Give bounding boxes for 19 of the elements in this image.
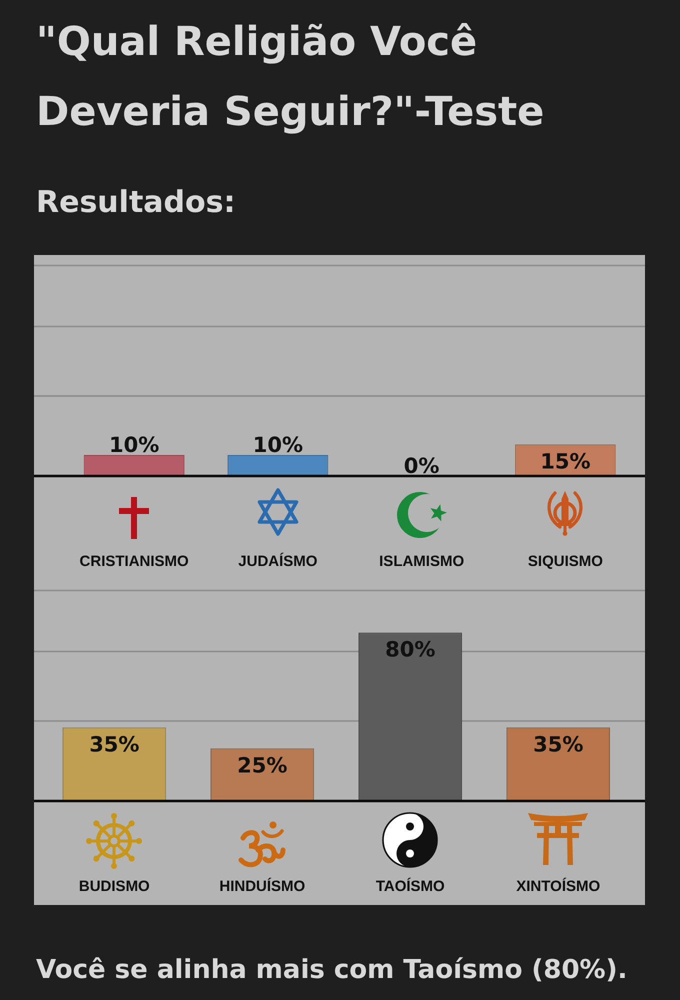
x-tick-label: CRISTIANISMO [80,553,190,570]
x-tick-label: HINDUÍSMO [219,877,306,896]
data-label: 0% [404,454,440,478]
x-tick-label: SIQUISMO [528,553,604,570]
chart-subtitle: Resultados: [36,185,236,222]
data-label: 80% [385,638,436,662]
x-tick-label: TAOÍSMO [376,877,446,896]
x-tick-label: ISLAMISMO [379,553,464,570]
data-label: 10% [252,433,304,458]
data-label: 35% [533,732,584,757]
x-tick-label: JUDAÍSMO [238,552,318,570]
x-tick-label: BUDISMO [78,878,150,896]
data-label: 10% [108,433,160,458]
data-label: 35% [89,732,140,757]
chart-title: "Qual Religião Você Deveria Seguir?"-Teste [36,18,546,138]
data-label: 25% [237,754,288,778]
text: Você se alinha mais com Taoísmo (80%). [36,955,628,986]
data-label: 15% [540,450,591,474]
x-tick-label: XINTOÍSMO [516,877,600,896]
